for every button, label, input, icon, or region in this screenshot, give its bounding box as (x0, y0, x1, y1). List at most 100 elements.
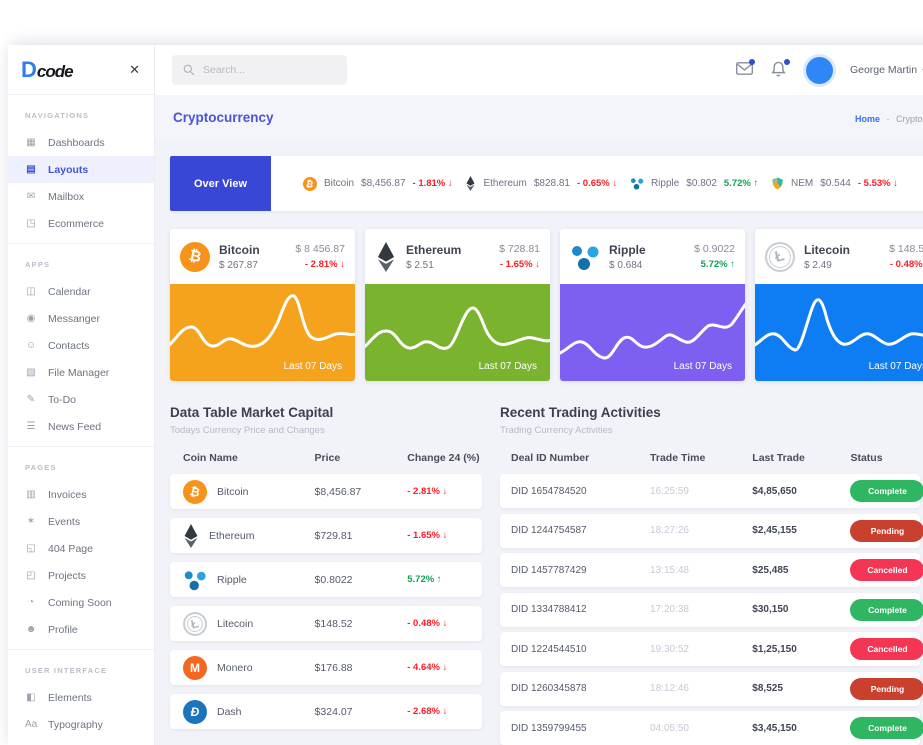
coin-change: - 4.64% ↓ (407, 662, 448, 673)
deal-id: DID 1244754587 (511, 525, 587, 536)
sidebar-item-label: Coming Soon (48, 596, 112, 609)
sparkline (170, 294, 355, 348)
breadcrumb: Home - Cryptocurrency (855, 114, 923, 124)
breadcrumb-home-link[interactable]: Home (855, 114, 881, 124)
sidebar-section-label: USER INTERFACE (25, 666, 108, 675)
sidebar-item-file-manager[interactable]: ▧ File Manager (8, 359, 154, 386)
deal-id: DID 1224544510 (511, 643, 587, 655)
sidebar-item-404-page[interactable]: ◱ 404 Page (8, 535, 154, 562)
card-price: $ 148.52 (889, 243, 923, 255)
card-change: - 0.48% ↓ (889, 259, 923, 270)
sidebar-item-news-feed[interactable]: ☰ News Feed (8, 413, 154, 440)
ticker-coin-name: NEM (791, 178, 814, 189)
coin-price: $729.81 (314, 529, 353, 542)
sidebar-item-elements[interactable]: ◧ Elements (8, 684, 154, 711)
sidebar-item-dashboards[interactable]: ▦ Dashboards (8, 129, 154, 156)
recent-trading-subtitle: Trading Currency Activities (500, 425, 613, 436)
sidebar-item-icon: ◱ (26, 543, 36, 554)
sidebar-item-invoices[interactable]: ▥ Invoices (8, 481, 154, 508)
sidebar-section-label: NAVIGATIONS (25, 111, 90, 120)
notifications-icon[interactable] (771, 59, 790, 79)
breadcrumb-current: Cryptocurrency (896, 114, 923, 124)
sidebar-section: NAVIGATIONS ▦ Dashboards ▤ Layouts ✉ Mai… (8, 111, 154, 243)
sidebar-item-icon: ▤ (26, 164, 36, 175)
card-change: - 2.81% ↓ (304, 259, 345, 270)
sidebar-item-profile[interactable]: ☻ Profile (8, 616, 154, 643)
sidebar-section: USER INTERFACE ◧ Elements Aa Typography (8, 649, 154, 744)
sidebar-item-ecommerce[interactable]: ◳ Ecommerce (8, 210, 154, 237)
coin-change: 5.72% ↑ (407, 574, 442, 585)
sidebar-item-layouts[interactable]: ▤ Layouts (8, 156, 154, 183)
tab-overview[interactable]: Over View (170, 156, 271, 211)
sidebar-item-projects[interactable]: ◰ Projects (8, 562, 154, 589)
sparkline (365, 306, 550, 350)
sidebar-item-label: Contacts (48, 339, 90, 352)
coin-price: $148.52 (314, 617, 353, 630)
sidebar-item-contacts[interactable]: ☺ Contacts (8, 332, 154, 359)
deal-id: DID 1334788412 (511, 604, 587, 615)
column-header-trade-time: Trade Time (650, 452, 706, 464)
column-header-status: Status (850, 452, 883, 464)
sidebar-section-label: APPS (25, 260, 51, 269)
sidebar-item-label: Mailbox (48, 190, 85, 203)
litecoin-icon: Ł (765, 241, 795, 272)
messages-icon[interactable] (735, 59, 755, 79)
sidebar-item-messanger[interactable]: ◉ Messanger (8, 305, 154, 332)
crypto-card-bitcoin[interactable]: ₿ Bitcoin $ 267.87 $ 8 456.87 - 2.81% ↓ (170, 229, 355, 381)
table-row-trade: DID 1334788412 17:20:38 $30,150 Complete (500, 592, 923, 627)
sidebar-item-label: Typography (48, 718, 103, 731)
sidebar-item-label: News Feed (48, 420, 102, 433)
sidebar-item-icon: ◳ (26, 218, 36, 229)
ticker-coin-change: 5.72% ↑ (723, 178, 759, 189)
sidebar-item-mailbox[interactable]: ✉ Mailbox (8, 183, 154, 210)
sparkline-chart: Last 07 Days (170, 284, 355, 381)
status-badge: Complete (850, 717, 923, 739)
bitcoin-icon: ₿ (180, 241, 210, 272)
chart-period-label: Last 07 Days (673, 361, 732, 372)
sidebar-toggle-icon[interactable]: ✕ (129, 61, 140, 77)
table-row-dash: Ð Dash $324.07 - 2.68% ↓ (170, 694, 482, 729)
user-avatar[interactable] (805, 56, 833, 84)
sidebar-item-label: Messanger (48, 312, 100, 325)
sidebar-item-typography[interactable]: Aa Typography (8, 711, 154, 738)
crypto-card-ethereum[interactable]: Ethereum $ 2.51 $ 728.81 - 1.65% ↓ Last … (365, 229, 550, 381)
page-header: Cryptocurrency (155, 95, 923, 140)
card-holding-value: $ 2.51 (406, 259, 434, 271)
search-input[interactable] (203, 64, 323, 76)
last-trade-amount: $4,85,650 (752, 485, 797, 497)
search-box[interactable] (172, 55, 347, 85)
ethereum-icon (377, 241, 395, 272)
ripple-icon (184, 570, 206, 590)
breadcrumb-separator: - (886, 114, 890, 124)
sidebar-item-label: Profile (48, 623, 78, 636)
card-change: - 1.65% ↓ (499, 259, 540, 270)
sidebar-item-label: Layouts (48, 163, 89, 176)
bell-icon (771, 61, 786, 77)
sidebar-item-label: Projects (48, 569, 86, 582)
monero-icon: M (183, 655, 207, 680)
ticker-coin-name: Ripple (650, 178, 680, 189)
table-row-trade: DID 1654784520 16:25:59 $4,85,650 Comple… (500, 474, 923, 508)
crypto-card-ripple[interactable]: Ripple $ 0.684 $ 0.9022 5.72% ↑ Last 07 … (560, 229, 745, 381)
deal-id: DID 1260345878 (511, 683, 587, 694)
last-trade-amount: $1,25,150 (752, 643, 797, 655)
card-header: Ripple $ 0.684 $ 0.9022 5.72% ↑ (560, 229, 745, 284)
sidebar-item-icon: ✉ (26, 191, 36, 202)
card-change: 5.72% ↑ (700, 259, 735, 270)
ticker-coin-change: - 1.81% ↓ (412, 178, 453, 189)
crypto-card-litecoin[interactable]: Ł Litecoin $ 2.49 $ 148.52 - 0.48% ↓ (755, 229, 923, 381)
card-holding-value: $ 0.684 (609, 259, 643, 271)
dash-icon: Ð (183, 699, 207, 724)
topbar: George Martin ▾ (155, 45, 923, 95)
sidebar-item-calendar[interactable]: ◫ Calendar (8, 278, 154, 305)
sidebar-item-events[interactable]: ✶ Events (8, 508, 154, 535)
table-row-trade: DID 1457787429 13:15:48 $25,485 Cancelle… (500, 553, 923, 587)
sidebar-item-to-do[interactable]: ✎ To-Do (8, 386, 154, 413)
user-menu[interactable]: George Martin ▾ (850, 64, 923, 76)
last-trade-amount: $3,45,150 (752, 722, 797, 734)
sidebar-item-coming-soon[interactable]: ◔ Coming Soon (8, 589, 154, 616)
ticker-coin-price: $0.544 (820, 178, 851, 189)
